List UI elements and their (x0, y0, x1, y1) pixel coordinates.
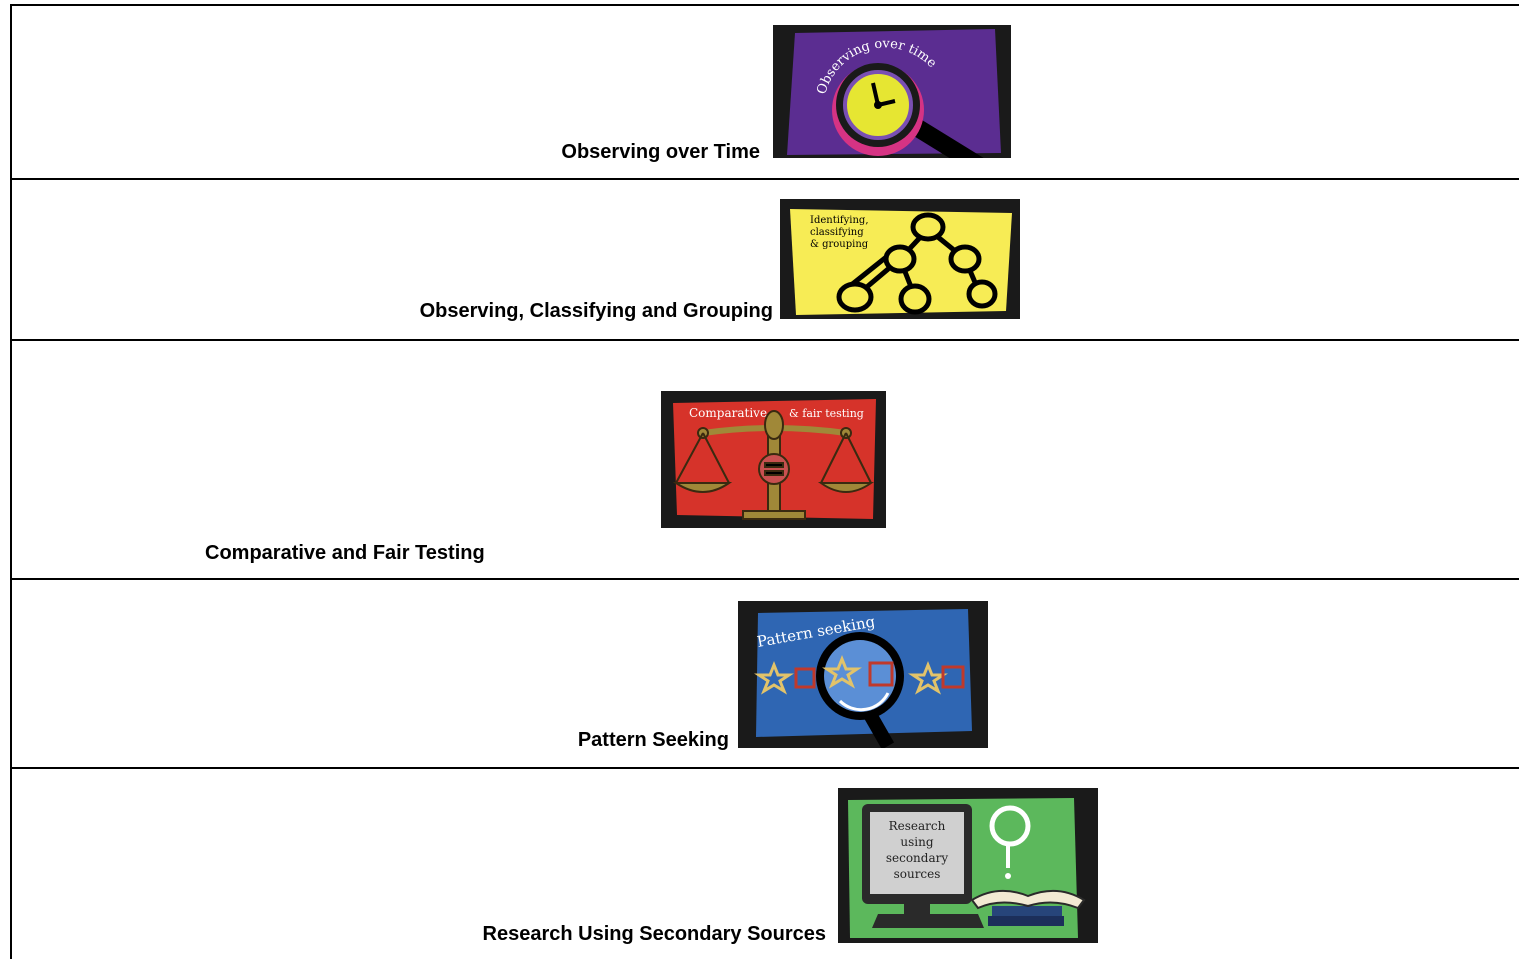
image-text: & fair testing (789, 407, 864, 420)
row-label: Pattern Seeking (577, 729, 729, 751)
image-text: using (900, 835, 933, 849)
row-border (10, 339, 1519, 341)
row-image: Research using secondary sources (838, 788, 1098, 943)
table-border (10, 5, 12, 959)
row-label: Observing over Time (561, 141, 760, 163)
row-image: Pattern seeking (738, 601, 988, 748)
image-text: secondary (886, 851, 949, 865)
row-image: Observing over time (773, 25, 1011, 158)
image-text: classifying (810, 227, 864, 238)
row-border (10, 767, 1519, 769)
row-label: Observing, Classifying and Grouping (419, 300, 773, 322)
row-image: Identifying, classifying & grouping (780, 199, 1020, 319)
image-text: & grouping (810, 239, 869, 250)
image-text: Identifying, (810, 215, 869, 226)
image-text: Comparative (689, 406, 767, 420)
row-image: Comparative & fair testing (661, 391, 886, 528)
image-text: sources (894, 867, 941, 881)
row-border (10, 578, 1519, 580)
row-label: Comparative and Fair Testing (205, 542, 485, 564)
image-text: Research (889, 819, 946, 833)
row-label: Research Using Secondary Sources (482, 923, 826, 945)
row-border (10, 178, 1519, 180)
row-border (10, 4, 1519, 6)
